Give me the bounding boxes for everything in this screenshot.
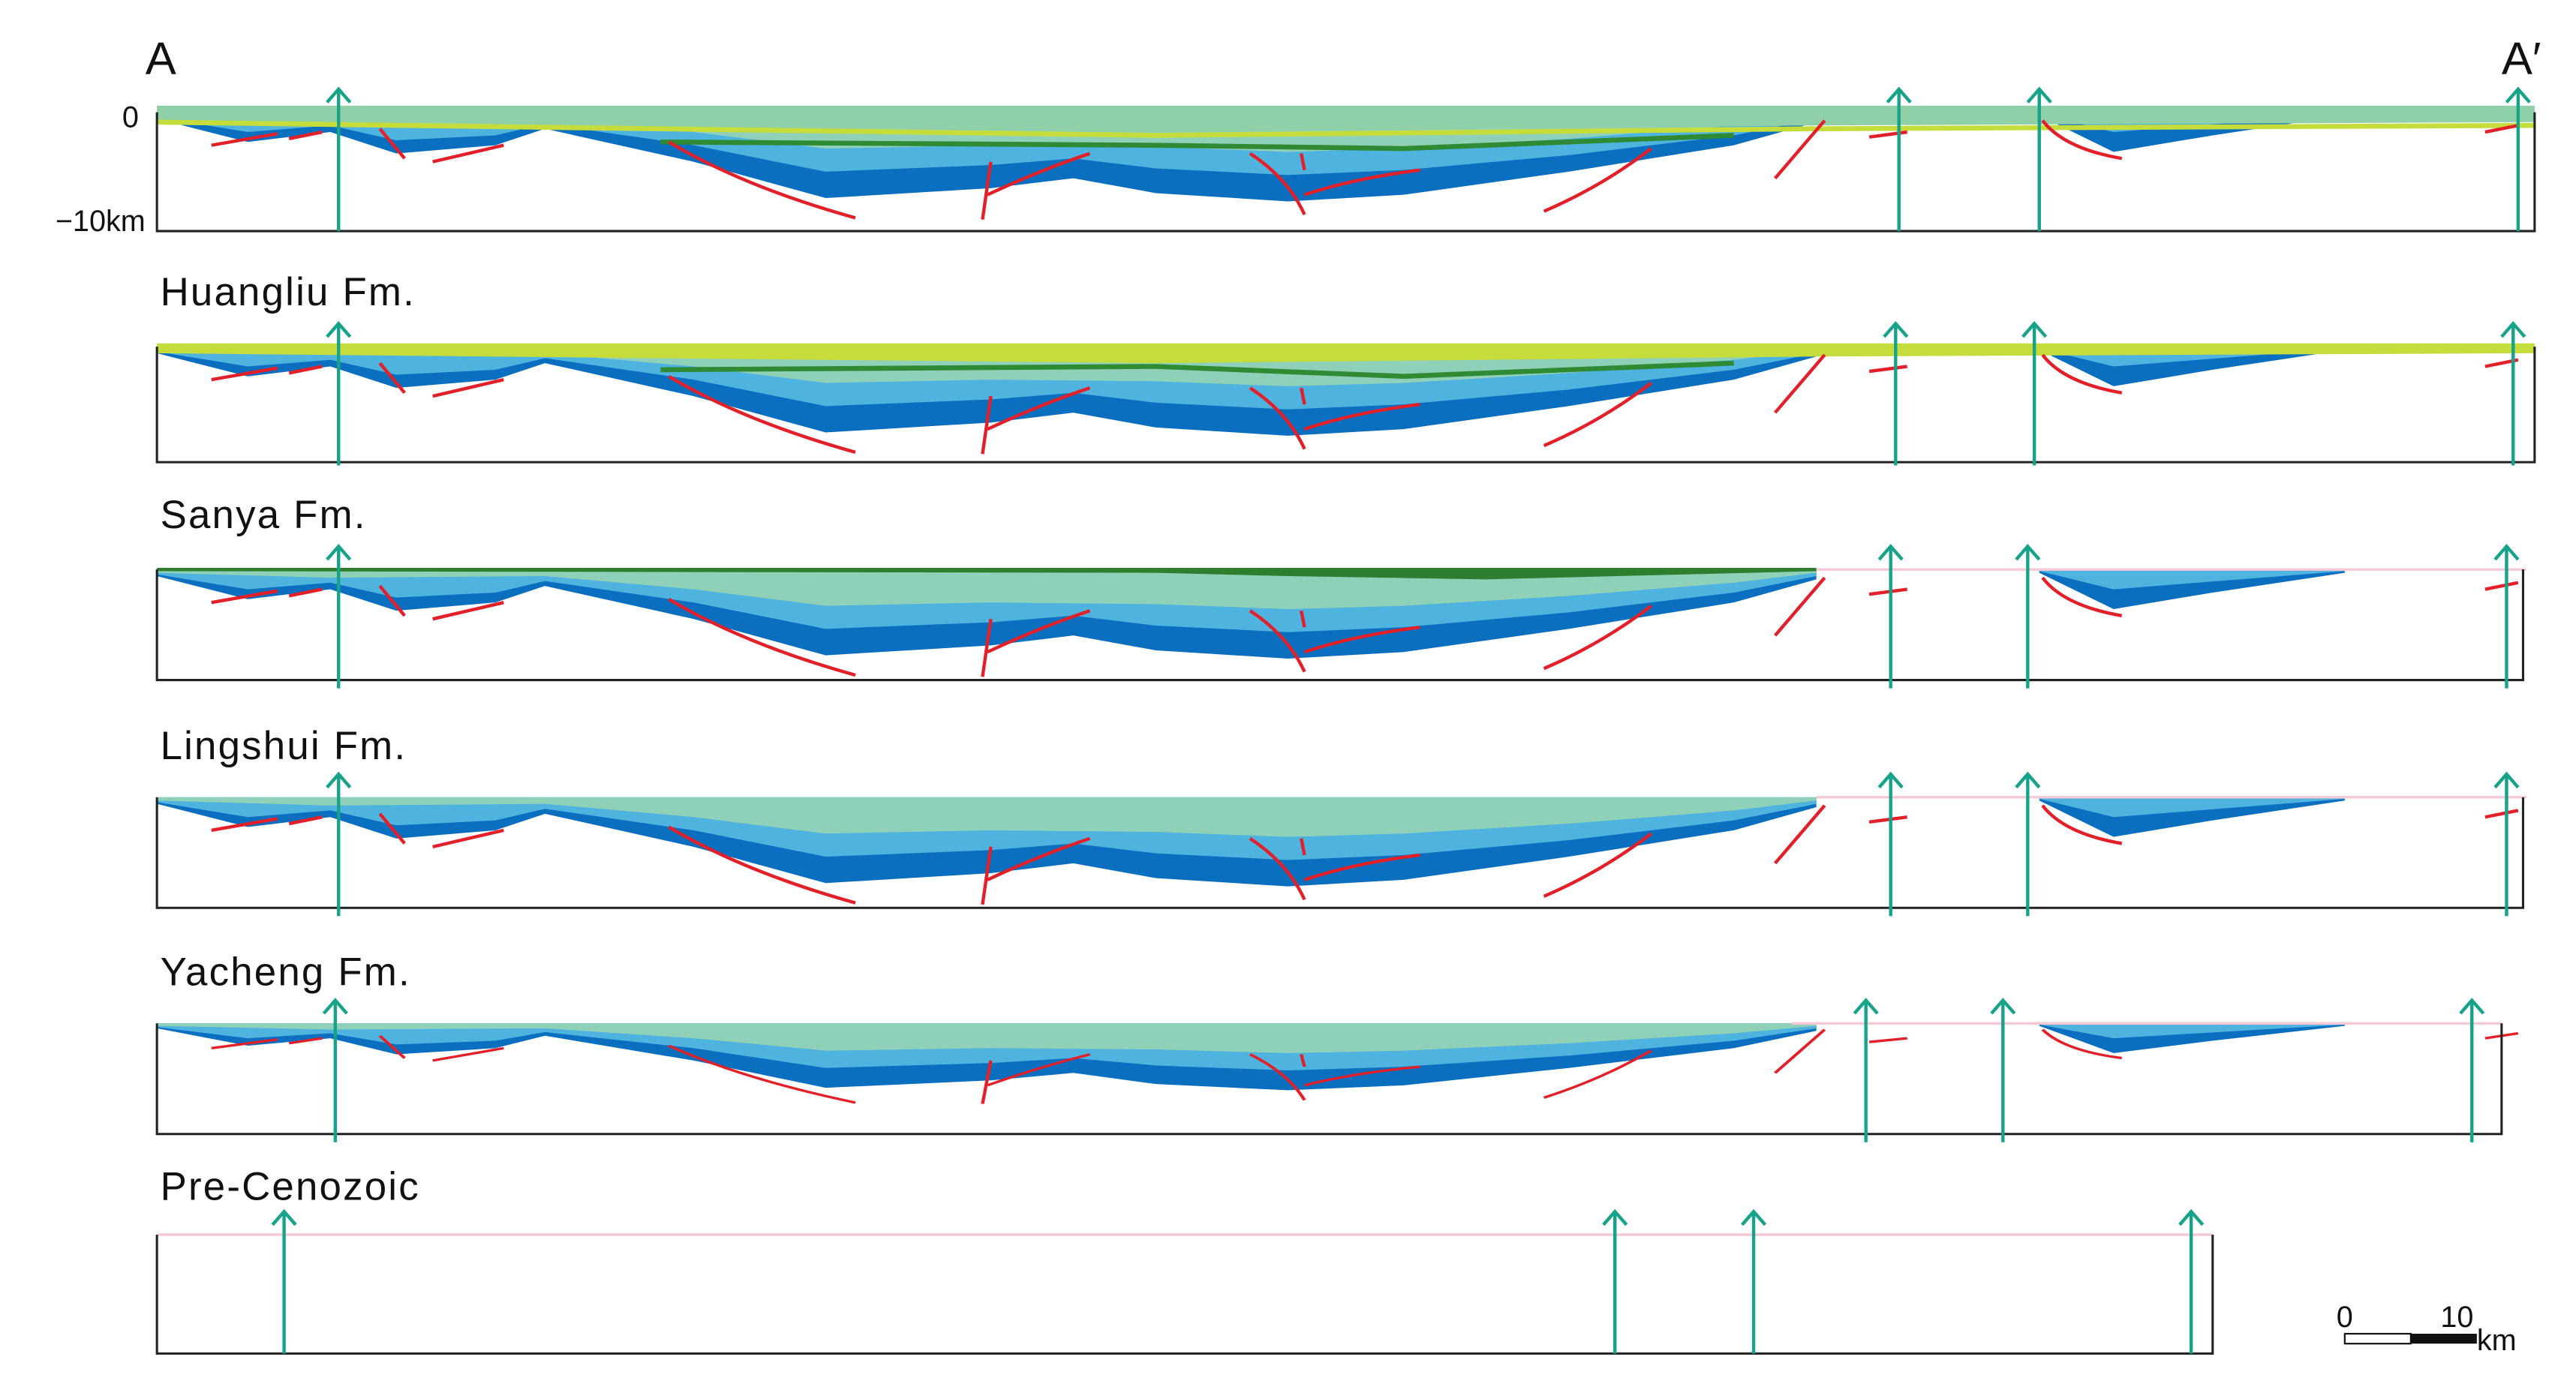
section-panel-use — [323, 1000, 347, 1142]
section-panel-use — [1742, 1211, 1766, 1353]
panel-title: Pre-Cenozoic — [161, 1165, 420, 1209]
section-panel-path — [660, 133, 1734, 152]
section-panel-polyline — [155, 569, 2524, 682]
panel-title: Yacheng Fm. — [161, 950, 411, 995]
depth-bottom-label: −10km — [56, 205, 146, 238]
section-panel-polyline — [155, 1023, 2503, 1136]
section-panel-use — [327, 774, 350, 916]
scale-unit: km — [2477, 1324, 2517, 1357]
section-panel-use — [2016, 546, 2039, 688]
panel-title: Lingshui Fm. — [161, 724, 407, 768]
section-panel-path — [157, 105, 2535, 133]
scale-start: 0 — [2337, 1301, 2353, 1334]
section-panel-path — [157, 567, 1817, 580]
panel-title: Sanya Fm. — [161, 493, 367, 537]
panel-title: Huangliu Fm. — [161, 270, 416, 314]
scale-bar-rect — [2410, 1333, 2477, 1344]
depth-top-label: 0 — [122, 101, 139, 134]
section-panel-use — [2460, 1000, 2484, 1142]
section-panel-use — [1991, 1000, 2015, 1142]
section-panel — [155, 89, 2536, 233]
section-panel-polyline — [155, 112, 2536, 233]
section-panel-path — [660, 360, 1734, 380]
section-end-label: A′ — [2502, 33, 2541, 85]
section-start-label: A — [146, 33, 176, 85]
scale-bar-rect — [2343, 1332, 2412, 1345]
section-panel-use — [2495, 774, 2518, 916]
scale-bar: 0 10 km — [2337, 1301, 2517, 1357]
section-panel-polyline — [155, 1234, 2214, 1355]
section-panel-path — [157, 119, 2535, 138]
section-panel-polyline — [155, 797, 2524, 909]
scale-end: 10 — [2440, 1301, 2473, 1334]
section-panel-use — [1854, 1000, 1877, 1142]
section-panel-use — [1879, 546, 1902, 688]
section-panel — [155, 774, 2526, 916]
section-panel — [155, 1000, 2518, 1142]
section-panel-use — [272, 1211, 296, 1353]
section-panel — [155, 1211, 2214, 1355]
section-panel — [155, 546, 2526, 688]
section-panel-polyline — [155, 347, 2536, 464]
section-panel-g — [157, 1023, 2518, 1103]
section-panel-use — [2180, 1211, 2203, 1353]
section-panel-use — [157, 797, 2345, 887]
section-panel-use — [327, 546, 350, 688]
section-panel-use — [2016, 774, 2039, 916]
section-panel-use — [2495, 546, 2518, 688]
section-panel-path — [157, 343, 2535, 364]
section-panel-use — [1604, 1211, 1627, 1353]
section-panel — [155, 323, 2536, 465]
section-panel-use — [1879, 774, 1902, 916]
section-panel-g-use — [157, 1023, 2345, 1091]
section-panel-use — [157, 569, 2345, 659]
